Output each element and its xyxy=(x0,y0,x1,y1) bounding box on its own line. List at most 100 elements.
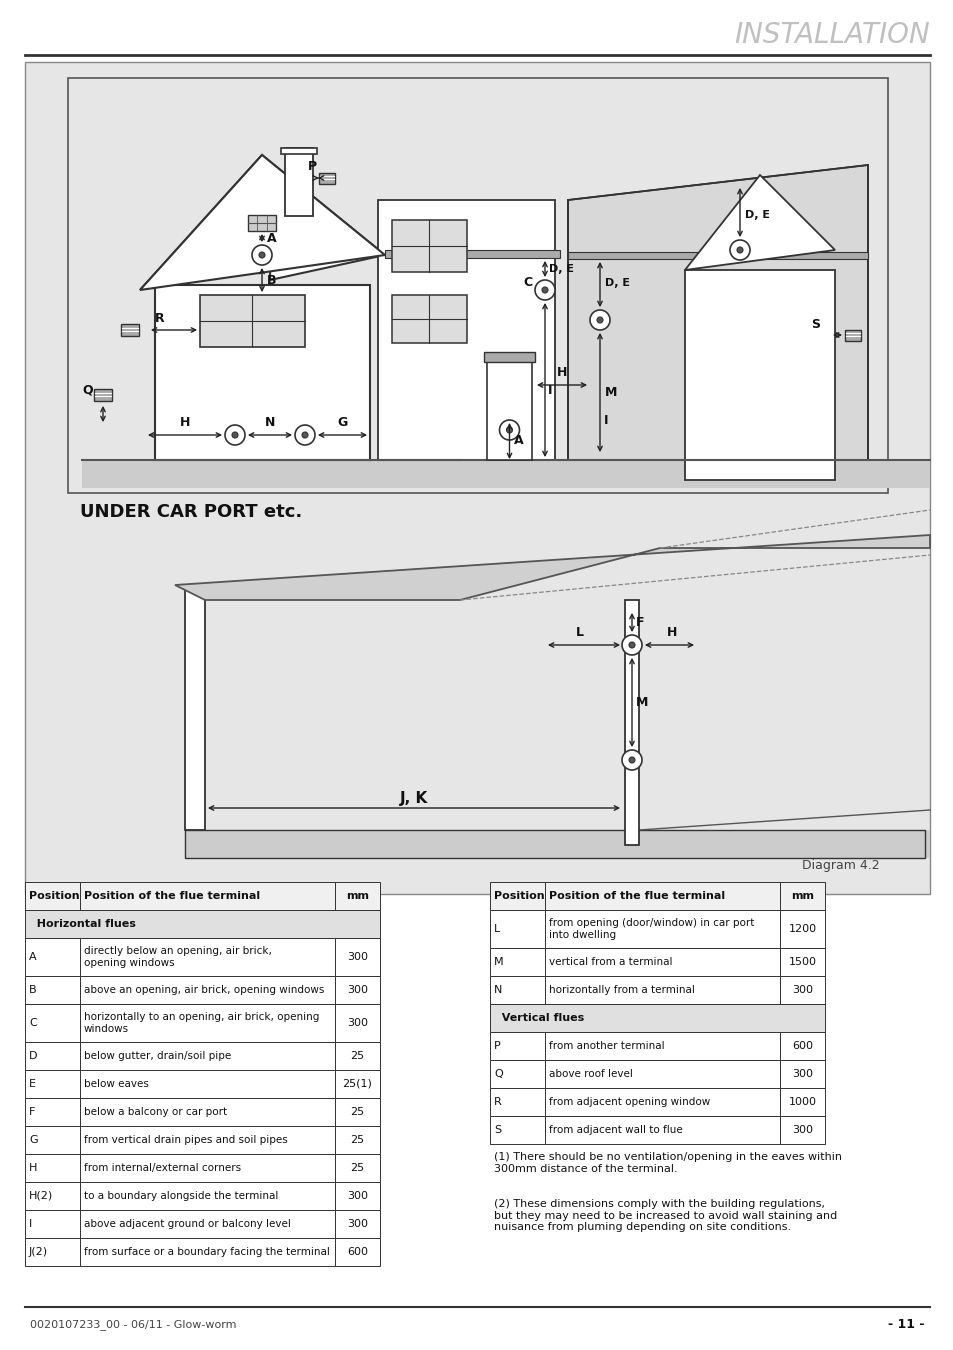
Bar xyxy=(780,910,824,948)
Text: I: I xyxy=(29,1219,32,1228)
Text: D: D xyxy=(29,1052,37,1061)
Text: 300: 300 xyxy=(791,1069,812,1079)
Text: F: F xyxy=(29,1107,35,1116)
Polygon shape xyxy=(567,165,867,460)
Text: 600: 600 xyxy=(347,1247,368,1257)
Text: C: C xyxy=(29,1018,37,1027)
Circle shape xyxy=(535,279,555,300)
Bar xyxy=(80,1098,335,1126)
Text: Q: Q xyxy=(494,1069,502,1079)
Bar xyxy=(25,1098,80,1126)
Text: L: L xyxy=(576,626,583,640)
Circle shape xyxy=(506,427,512,433)
Bar xyxy=(154,285,370,460)
Bar xyxy=(844,329,861,340)
Bar xyxy=(25,1183,80,1210)
Bar xyxy=(335,1126,379,1154)
Bar xyxy=(483,352,535,362)
Bar xyxy=(25,1238,80,1266)
Text: A: A xyxy=(513,433,522,447)
Bar xyxy=(82,460,459,487)
Bar xyxy=(624,599,639,845)
Bar xyxy=(780,976,824,1004)
Bar xyxy=(544,948,780,976)
Circle shape xyxy=(737,247,742,252)
Polygon shape xyxy=(140,155,385,290)
Text: C: C xyxy=(522,275,532,289)
Text: 300: 300 xyxy=(347,986,368,995)
Bar xyxy=(684,270,834,481)
Bar xyxy=(25,882,80,910)
Circle shape xyxy=(499,420,519,440)
Text: from adjacent wall to flue: from adjacent wall to flue xyxy=(548,1125,682,1135)
Text: above roof level: above roof level xyxy=(548,1069,632,1079)
Bar xyxy=(335,882,379,910)
Text: G: G xyxy=(337,417,347,429)
Circle shape xyxy=(597,317,602,323)
Circle shape xyxy=(302,432,308,437)
Text: to a boundary alongside the terminal: to a boundary alongside the terminal xyxy=(84,1191,278,1202)
Bar xyxy=(25,938,80,976)
Text: D, E: D, E xyxy=(548,265,574,274)
Text: from adjacent opening window: from adjacent opening window xyxy=(548,1098,709,1107)
Bar xyxy=(544,1031,780,1060)
Text: L: L xyxy=(494,923,499,934)
Bar xyxy=(80,1210,335,1238)
Text: A: A xyxy=(29,952,36,963)
Circle shape xyxy=(232,432,237,437)
Circle shape xyxy=(621,634,641,655)
Text: vertical from a terminal: vertical from a terminal xyxy=(548,957,672,967)
Text: 1200: 1200 xyxy=(787,923,816,934)
Text: from internal/external corners: from internal/external corners xyxy=(84,1162,241,1173)
Bar xyxy=(80,1042,335,1071)
Text: B: B xyxy=(29,986,36,995)
Text: above adjacent ground or balcony level: above adjacent ground or balcony level xyxy=(84,1219,291,1228)
Circle shape xyxy=(589,310,609,329)
Circle shape xyxy=(729,240,749,261)
Text: from opening (door/window) in car port
into dwelling: from opening (door/window) in car port i… xyxy=(548,918,754,940)
Polygon shape xyxy=(684,176,834,270)
Bar xyxy=(94,389,112,401)
Text: 1000: 1000 xyxy=(788,1098,816,1107)
Polygon shape xyxy=(205,830,929,859)
Text: from surface or a boundary facing the terminal: from surface or a boundary facing the te… xyxy=(84,1247,330,1257)
Text: Position of the flue terminal: Position of the flue terminal xyxy=(548,891,724,900)
Bar xyxy=(490,910,544,948)
Text: M: M xyxy=(604,386,617,400)
Bar xyxy=(25,976,80,1004)
Bar xyxy=(544,1088,780,1116)
Bar xyxy=(121,324,139,336)
Bar xyxy=(335,1098,379,1126)
Bar xyxy=(25,1071,80,1098)
Text: 600: 600 xyxy=(791,1041,812,1052)
Bar xyxy=(80,1183,335,1210)
Bar xyxy=(80,1238,335,1266)
Text: D, E: D, E xyxy=(744,211,769,220)
Bar xyxy=(780,1088,824,1116)
Bar xyxy=(780,1116,824,1143)
Bar xyxy=(567,252,867,259)
Bar xyxy=(248,215,275,231)
Text: 300: 300 xyxy=(347,1191,368,1202)
Bar xyxy=(318,173,335,184)
Text: M: M xyxy=(494,957,503,967)
Bar xyxy=(25,1126,80,1154)
Text: below eaves: below eaves xyxy=(84,1079,149,1089)
Text: I: I xyxy=(603,413,608,427)
Text: G: G xyxy=(29,1135,37,1145)
Bar xyxy=(544,910,780,948)
Bar xyxy=(25,1004,80,1042)
Bar xyxy=(25,1154,80,1183)
Text: 300: 300 xyxy=(347,1219,368,1228)
Bar xyxy=(780,1060,824,1088)
Bar xyxy=(80,1071,335,1098)
Bar xyxy=(335,1071,379,1098)
Text: Diagram 4.2: Diagram 4.2 xyxy=(801,859,879,872)
Text: 25(1): 25(1) xyxy=(342,1079,372,1089)
Bar xyxy=(80,1004,335,1042)
Circle shape xyxy=(294,425,314,446)
Text: from another terminal: from another terminal xyxy=(548,1041,664,1052)
Bar xyxy=(392,220,467,271)
Bar xyxy=(377,200,555,460)
Bar xyxy=(80,976,335,1004)
